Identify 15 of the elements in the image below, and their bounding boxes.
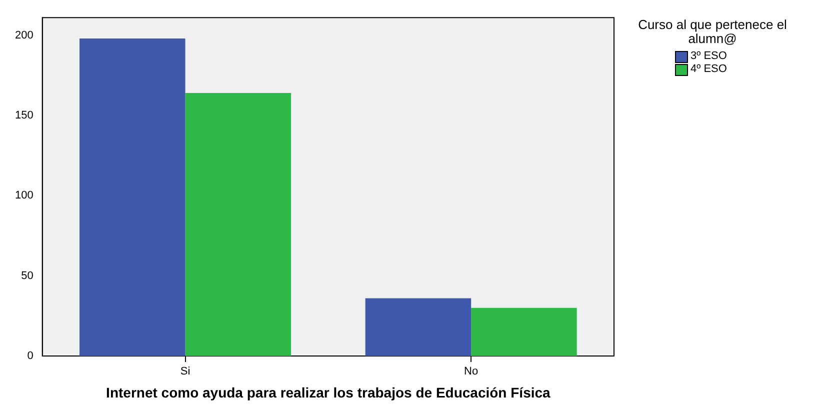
y-tick-label: 150 xyxy=(14,109,34,122)
legend-title: Curso al que pertenece el alumn@ xyxy=(637,17,788,46)
y-tick-label: 50 xyxy=(21,270,34,282)
y-tick-label: 0 xyxy=(27,350,34,362)
x-axis-title: Internet como ayuda para realizar los trabajos de Educación Física xyxy=(106,384,551,400)
x-tick-label: No xyxy=(464,366,478,378)
x-tick-label: Si xyxy=(180,366,190,378)
legend-label: 4º ESO xyxy=(690,63,728,76)
bar xyxy=(365,298,472,356)
y-tick-label: 100 xyxy=(14,190,34,202)
bar xyxy=(471,308,577,356)
bar xyxy=(185,92,292,356)
y-tick-label: 200 xyxy=(14,29,34,42)
bar xyxy=(80,38,186,356)
legend-label: 3º ESO xyxy=(690,50,728,63)
